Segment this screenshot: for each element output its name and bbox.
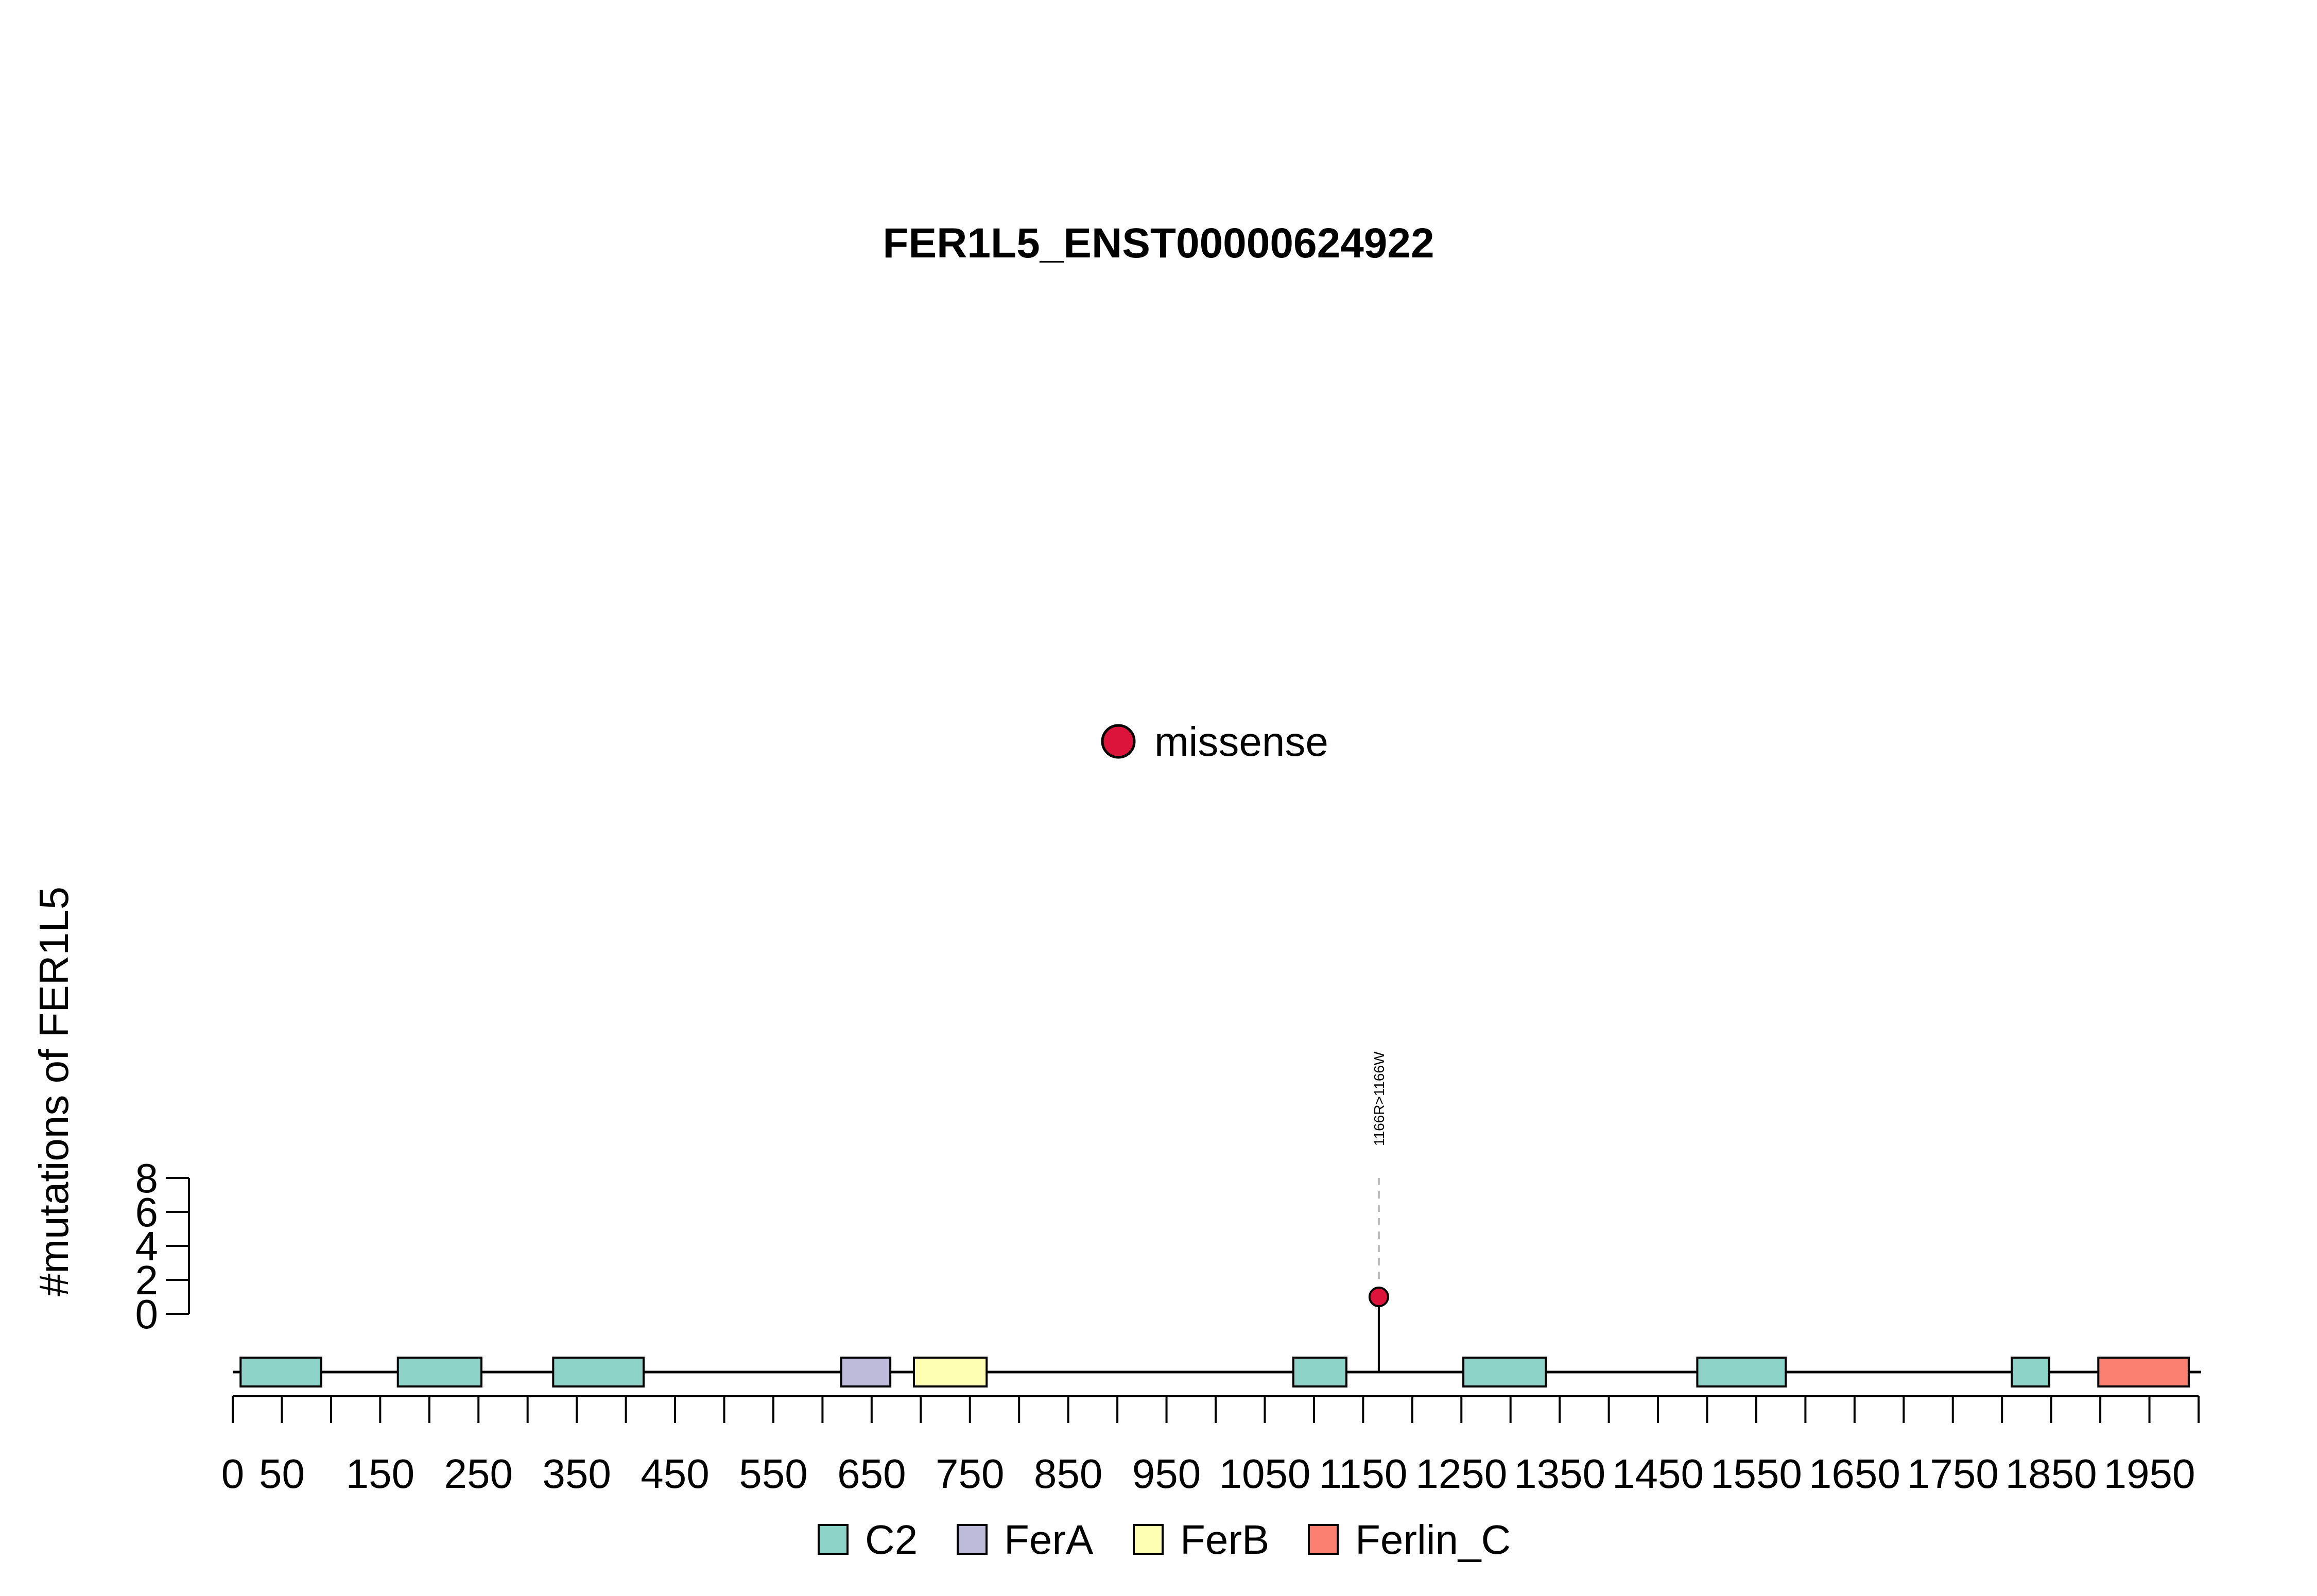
y-tick-label-4: 4 (135, 1223, 159, 1269)
x-tick-label-0: 0 (221, 1451, 245, 1497)
x-tick-label-850: 850 (1034, 1451, 1102, 1497)
legend-swatch-Ferlin_C (1308, 1524, 1339, 1555)
x-tick-label-1850: 1850 (2005, 1451, 2097, 1497)
x-tick-label-1650: 1650 (1809, 1451, 1900, 1497)
y-tick-label-8: 8 (135, 1155, 159, 1201)
domain-track (239, 1357, 2190, 1387)
mutation-label-0: 1166R>1166W (1371, 1051, 1387, 1146)
mutation-type-legend: missense (1101, 719, 1328, 765)
chart-title: FER1L5_ENST00000624922 (883, 220, 1434, 267)
legend-label-FerB: FerB (1180, 1517, 1269, 1563)
x-tick-label-1750: 1750 (1907, 1451, 1999, 1497)
legend-label-missense: missense (1154, 719, 1328, 765)
legend-label-Ferlin_C: Ferlin_C (1355, 1517, 1511, 1563)
x-tick-label-750: 750 (936, 1451, 1004, 1497)
x-tick-label-1150: 1150 (1319, 1451, 1407, 1497)
x-tick-label-550: 550 (739, 1451, 807, 1497)
legend-swatch-FerA (957, 1524, 988, 1555)
y-tick-label-6: 6 (135, 1189, 159, 1235)
legend-label-C2: C2 (865, 1517, 918, 1563)
domain-FerB-4 (912, 1357, 988, 1387)
legend-swatch-C2 (818, 1524, 849, 1555)
x-tick-label-1250: 1250 (1415, 1451, 1507, 1497)
y-axis-label: #mutations of FER1L5 (31, 887, 77, 1296)
domain-C2-7 (1696, 1357, 1787, 1387)
x-tick-label-350: 350 (542, 1451, 611, 1497)
mutation-lollipops: 1166R>1166W (1368, 1051, 1389, 1372)
x-tick-label-150: 150 (346, 1451, 414, 1497)
legend-marker-missense (1101, 724, 1136, 759)
domain-C2-0 (239, 1357, 322, 1387)
domain-legend: C2 FerA FerB Ferlin_C (818, 1517, 1511, 1563)
x-tick-label-650: 650 (837, 1451, 906, 1497)
mutation-point-0 (1368, 1287, 1389, 1307)
x-tick-label-1550: 1550 (1710, 1451, 1802, 1497)
x-tick-label-250: 250 (444, 1451, 513, 1497)
x-tick-label-1350: 1350 (1514, 1451, 1605, 1497)
domain-C2-6 (1462, 1357, 1547, 1387)
x-tick-label-1950: 1950 (2104, 1451, 2195, 1497)
domain-Ferlin_C-9 (2097, 1357, 2190, 1387)
y-tick-label-2: 2 (135, 1257, 159, 1303)
domain-FerA-3 (840, 1357, 892, 1387)
domain-C2-1 (396, 1357, 482, 1387)
x-tick-label-1450: 1450 (1612, 1451, 1704, 1497)
legend-label-FerA: FerA (1004, 1517, 1094, 1563)
legend-swatch-FerB (1133, 1524, 1164, 1555)
x-tick-label-50: 50 (259, 1451, 305, 1497)
y-tick-label-0: 0 (135, 1291, 159, 1337)
x-axis: 0 50 150 250 350 450 550 650 750 850 950 1050 1150 12… (221, 1395, 2200, 1497)
x-tick-label-1050: 1050 (1219, 1451, 1310, 1497)
domain-C2-2 (552, 1357, 645, 1387)
domain-C2-5 (1292, 1357, 1347, 1387)
x-tick-label-950: 950 (1132, 1451, 1201, 1497)
domain-C2-8 (2011, 1357, 2050, 1387)
x-tick-label-450: 450 (641, 1451, 709, 1497)
